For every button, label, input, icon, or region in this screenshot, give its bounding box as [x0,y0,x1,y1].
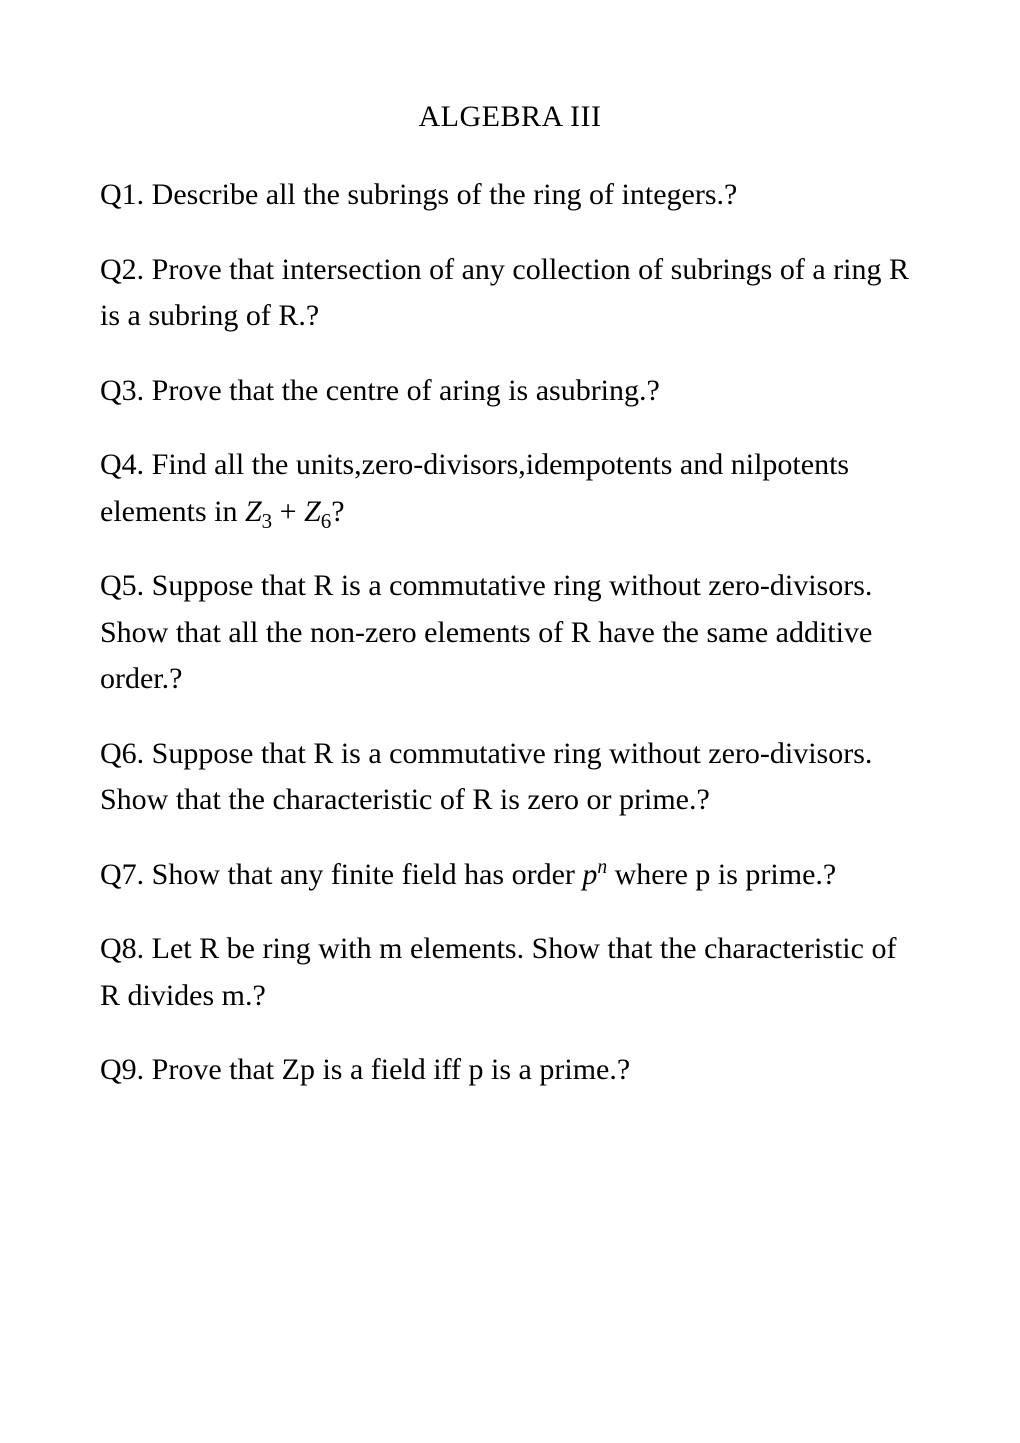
question-5: Q5. Suppose that R is a commutative ring… [100,563,920,703]
q7-text-pre: Q7. Show that any finite field has order [100,858,582,891]
q4-math-plus: + [272,495,304,528]
question-6: Q6. Suppose that R is a commutative ring… [100,731,920,824]
q4-text-post: ? [331,495,344,528]
q7-math-p: p [582,858,597,891]
question-2: Q2. Prove that intersection of any colle… [100,247,920,340]
question-1: Q1. Describe all the subrings of the rin… [100,172,920,219]
page-title: ALGEBRA III [100,100,920,134]
question-3: Q3. Prove that the centre of aring is as… [100,368,920,415]
question-7: Q7. Show that any finite field has order… [100,852,920,899]
q7-math-n: n [597,857,607,878]
question-4: Q4. Find all the units,zero-divisors,ide… [100,442,920,535]
q4-math-sub2: 6 [321,509,332,533]
page: ALGEBRA III Q1. Describe all the subring… [0,0,1020,1443]
q4-math-sub1: 3 [262,509,273,533]
question-9: Q9. Prove that Zp is a field iff p is a … [100,1047,920,1094]
q4-math-z2: Z [304,495,321,528]
q4-math-z1: Z [245,495,262,528]
q4-text-pre: Q4. Find all the units,zero-divisors,ide… [100,448,849,528]
q7-text-post: where p is prime.? [607,858,836,891]
question-8: Q8. Let R be ring with m elements. Show … [100,926,920,1019]
